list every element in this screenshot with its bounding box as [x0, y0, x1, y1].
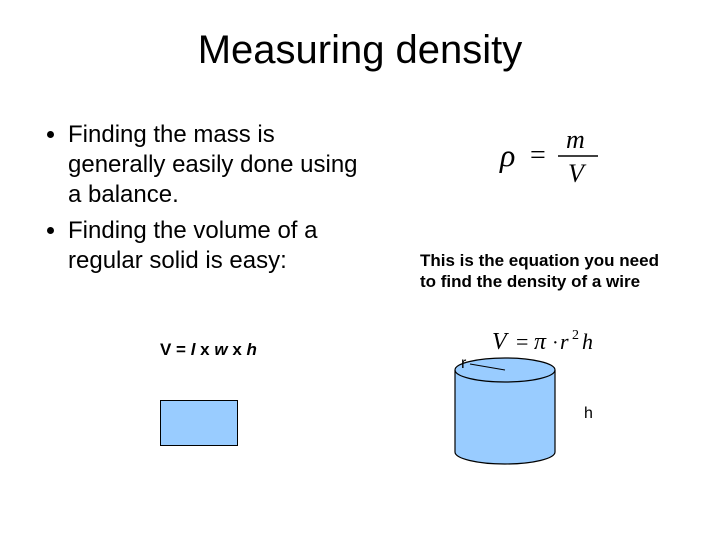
formula-var: w [214, 340, 227, 359]
label-h: h [584, 405, 593, 423]
formula-var: V = [160, 340, 191, 359]
caption-line: This is the equation you need [420, 251, 659, 270]
rho-symbol: ρ [499, 137, 515, 173]
slide: Measuring density Finding the mass is ge… [0, 0, 720, 540]
slide-title: Measuring density [0, 28, 720, 73]
cylinder-shape [450, 352, 560, 472]
denominator-v: V [568, 159, 587, 188]
rectangle-shape [160, 400, 238, 446]
dot-op: · [552, 332, 559, 354]
equals-sign: = [516, 329, 528, 354]
bullet-item: Finding the mass is generally easily don… [68, 120, 370, 210]
caption-line: to find the density of a wire [420, 272, 640, 291]
formula-var: h [247, 340, 257, 359]
cylinder-body [455, 370, 555, 464]
volume-formula: V = l x w x h [160, 340, 257, 360]
equals-sign: = [530, 140, 546, 171]
bullet-list: Finding the mass is generally easily don… [40, 120, 370, 282]
var-r: r [560, 329, 569, 354]
equation-caption: This is the equation you need to find th… [420, 250, 680, 293]
var-h: h [582, 329, 593, 354]
bullet-item: Finding the volume of a regular solid is… [68, 216, 370, 276]
formula-op: x [195, 340, 214, 359]
density-equation: ρ = m V [490, 120, 650, 190]
formula-op: x [228, 340, 247, 359]
superscript-2: 2 [572, 328, 579, 343]
numerator-m: m [566, 125, 585, 154]
label-r: r [461, 355, 466, 373]
